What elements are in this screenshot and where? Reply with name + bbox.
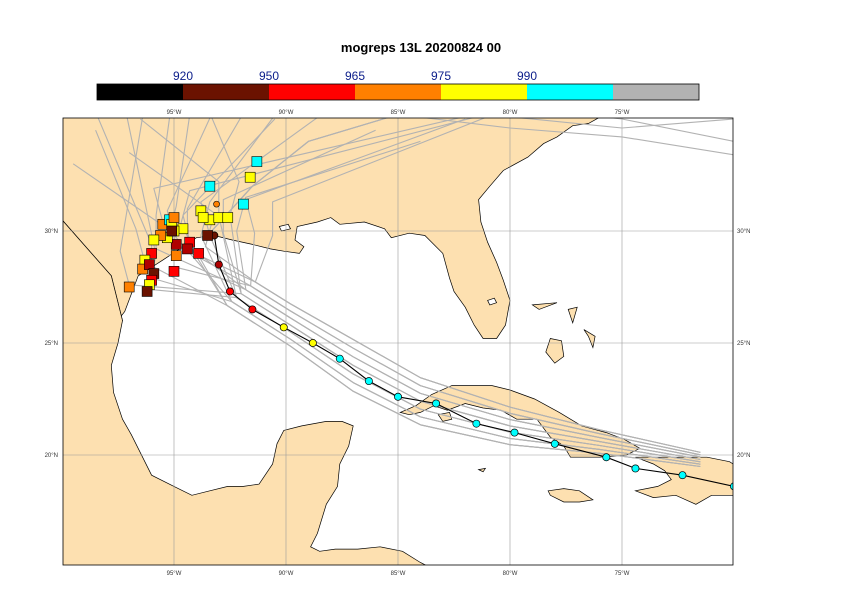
land-andros — [545, 338, 565, 364]
landfall-marker — [213, 212, 225, 223]
track-point — [730, 482, 733, 491]
lon-tick-label: 95°W — [167, 571, 182, 577]
landfall-marker — [177, 223, 189, 235]
track-point — [472, 419, 481, 428]
landfall-marker — [170, 250, 182, 261]
landfall-marker — [146, 248, 157, 259]
landfall-marker — [222, 212, 234, 223]
colorbar-segment — [441, 84, 527, 100]
land-hispaniola — [634, 456, 733, 505]
land-bahama2 — [567, 306, 578, 324]
lat-tick-label: 30°N — [737, 229, 750, 235]
colorbar-segment — [97, 84, 183, 100]
colorbar-segment — [183, 84, 269, 100]
landfall-marker — [244, 171, 256, 183]
ensemble-track — [207, 118, 733, 236]
lon-tick-label: 90°W — [279, 571, 294, 577]
lat-tick-label: 20°N — [45, 453, 58, 459]
colorbar-border — [96, 83, 700, 101]
land-caymans — [477, 467, 487, 473]
track-point — [602, 453, 611, 462]
lon-tick-label: 80°W — [503, 110, 518, 116]
colorbar-label: 975 — [431, 69, 451, 83]
ensemble-track — [72, 163, 701, 456]
landfall-marker — [168, 212, 180, 223]
lat-tick-label: 25°N — [737, 341, 750, 347]
colorbar-label: 965 — [345, 69, 365, 83]
track-point — [432, 399, 441, 408]
landfall-marker — [182, 243, 193, 255]
track-point — [308, 339, 317, 347]
lon-tick-label: 95°W — [167, 110, 182, 116]
landfall-marker — [197, 212, 209, 223]
landfall-marker — [238, 198, 249, 210]
land-cuba — [399, 385, 641, 458]
lon-tick-label: 85°W — [391, 571, 406, 577]
track-point — [226, 287, 234, 296]
axis-ticks: 95°W 95°W 90°W 90°W 85°W 85°W 80°W 80°W 75°W 75°W… — [45, 110, 751, 577]
track-point — [213, 200, 220, 208]
track-point — [364, 377, 373, 386]
landfall-marker — [148, 234, 160, 246]
lat-tick-label: 25°N — [45, 341, 58, 347]
lat-tick-label: 30°N — [45, 229, 58, 235]
chart-title: mogreps 13L 20200824 00 — [340, 40, 502, 55]
ensemble-track — [128, 152, 701, 453]
main-track — [210, 231, 733, 491]
colorbar-segment — [355, 84, 441, 100]
landfall-marker — [204, 180, 216, 192]
lat-tick-label: 20°N — [737, 453, 750, 459]
land-usa — [63, 118, 600, 339]
lake-pontchartrain — [278, 223, 292, 232]
colorbar-segment — [613, 84, 699, 100]
track-point — [214, 260, 223, 269]
track-point — [678, 471, 687, 480]
landfall-marker — [144, 259, 155, 270]
track-point — [248, 305, 257, 314]
landfall-marker — [166, 225, 178, 237]
track-point — [631, 464, 640, 473]
landfall-marker — [202, 230, 213, 241]
land-jamaica — [547, 488, 594, 503]
map-area — [63, 118, 733, 565]
land-bahama1 — [531, 302, 558, 310]
lon-tick-label: 80°W — [503, 571, 518, 577]
track-point — [279, 323, 288, 332]
ensemble-track — [211, 118, 701, 461]
track-point — [510, 428, 519, 437]
colorbar-segment — [269, 84, 355, 100]
ensemble-track — [140, 118, 701, 463]
landfall-marker — [168, 266, 180, 277]
track-point — [550, 439, 559, 448]
map-frame — [62, 117, 734, 566]
lon-tick-label: 85°W — [391, 110, 406, 116]
colorbar-label: 920 — [173, 69, 193, 83]
lon-tick-label: 75°W — [615, 571, 630, 577]
land-masses — [63, 118, 733, 565]
colorbar: 920 950 965 975 990 — [96, 69, 700, 101]
landfall-marker — [251, 156, 263, 167]
ensemble-track — [180, 118, 701, 468]
lon-tick-label: 90°W — [279, 110, 294, 116]
landfall-markers — [123, 156, 263, 297]
landfall-marker — [123, 281, 135, 293]
lon-tick-label: 75°W — [615, 110, 630, 116]
colorbar-segment — [527, 84, 613, 100]
landfall-marker — [141, 286, 153, 297]
colorbar-label: 950 — [259, 69, 279, 83]
track-point — [335, 354, 344, 363]
land-mexico — [63, 220, 427, 565]
lake-okeechobee — [487, 297, 498, 306]
colorbar-label: 990 — [517, 69, 537, 83]
landfall-marker — [193, 248, 204, 259]
landfall-marker — [170, 239, 182, 250]
track-point — [394, 392, 402, 401]
